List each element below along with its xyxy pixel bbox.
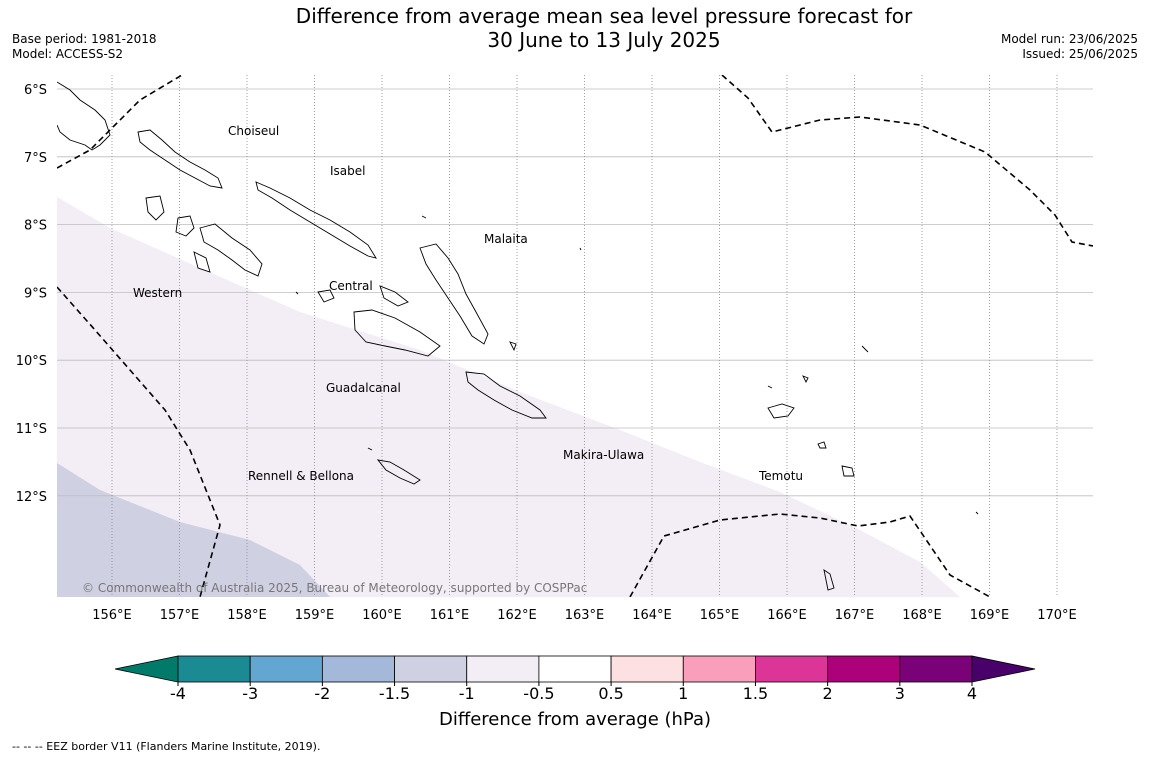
copyright-notice: © Commonwealth of Australia 2025, Bureau… [82,581,587,595]
lon-label: 164°E [632,608,672,623]
base-period: Base period: 1981-2018 [12,32,157,46]
lat-label: 10°S [16,354,47,369]
map-area: Choiseul Isabel Malaita Central Western … [57,75,1093,597]
lat-label: 8°S [24,219,47,234]
colorbar-segment [755,655,829,683]
lat-label: 11°S [16,422,47,437]
colorbar-tick-label: 1.5 [743,684,768,703]
colorbar-tick-label: 0.5 [598,684,623,703]
colorbar-tick-label: -0.5 [523,684,554,703]
colorbar-segment [321,655,395,683]
model-run: Model run: 23/06/2025 [1000,32,1138,46]
colorbar-segment [394,655,468,683]
label-western: Western [133,286,182,300]
lon-label: 165°E [700,608,740,623]
issued-date: Issued: 25/06/2025 [1022,47,1138,61]
bougainville-coast [57,81,111,151]
label-guadalcanal: Guadalcanal [326,381,401,395]
region-labels: Choiseul Isabel Malaita Central Western … [133,124,803,483]
eez-border-north-east [721,75,1093,247]
colorbar-tick-label: 1 [678,684,688,703]
lon-label: 168°E [902,608,942,623]
guadalcanal-island [353,309,441,357]
eez-border-north-west [57,75,183,169]
label-central: Central [329,279,373,293]
central-islands [317,285,409,307]
small-islets [295,215,979,515]
new-georgia-islands [145,195,263,277]
colorbar-over-arrow [971,655,1036,683]
lon-label: 156°E [92,608,132,623]
colorbar-segment [610,655,684,683]
eez-border-west [57,286,221,597]
colorbar-under-arrow [114,655,179,683]
rennell-island [376,459,421,485]
anomaly-band-light [57,197,960,597]
colorbar-tick-labels: -4 -3 -2 -1.5 -1 -0.5 0.5 1 1.5 2 3 4 [170,682,977,703]
colorbar-segment [682,655,756,683]
chart-title: Difference from average mean sea level p… [0,4,1150,52]
colorbar-segment [827,655,901,683]
colorbar-tick-label: 4 [967,684,977,703]
malaita-island [419,243,489,345]
colorbar-tick-label: -1 [459,684,475,703]
latitude-gridlines [57,88,1093,497]
lat-label: 9°S [24,286,47,301]
model-name: Model: ACCESS-S2 [12,47,124,61]
lat-label: 12°S [16,490,47,505]
label-malaita: Malaita [484,232,528,246]
longitude-labels: 156°E 157°E 158°E 159°E 160°E 161°E 162°E 163°E… [92,608,1077,623]
lat-label: 7°S [24,151,47,166]
label-isabel: Isabel [330,164,365,178]
colorbar-tick-label: -4 [170,684,186,703]
colorbar-segment [466,655,540,683]
lon-label: 166°E [767,608,807,623]
colorbar-tick-label: -3 [242,684,258,703]
label-makira-ulawa: Makira-Ulawa [563,448,644,462]
colorbar-tick-label: -1.5 [379,684,410,703]
lon-label: 158°E [227,608,267,623]
temotu-islands [767,403,855,591]
choiseul-island [137,129,223,189]
lon-label: 159°E [295,608,335,623]
colorbar-segment [177,655,251,683]
lon-label: 162°E [497,608,537,623]
lon-label: 167°E [835,608,875,623]
colorbar-tick-label: 2 [823,684,833,703]
isabel-island [255,181,377,259]
lon-label: 169°E [970,608,1010,623]
anomaly-band-medium [57,463,330,597]
colorbar [114,655,1036,683]
meta-right: Model run: 23/06/2025 Issued: 25/06/2025 [1001,32,1138,62]
longitude-gridlines [111,75,1058,597]
colorbar-segment [249,655,323,683]
title-line-1: Difference from average mean sea level p… [295,4,913,28]
lon-label: 163°E [565,608,605,623]
meta-left: Base period: 1981-2018 Model: ACCESS-S2 [12,32,157,62]
colorbar-segment [899,655,973,683]
colorbar-segment [538,655,612,683]
label-rennell-bellona: Rennell & Bellona [248,469,354,483]
lon-label: 170°E [1037,608,1077,623]
eez-borders [57,75,1093,597]
colorbar-tick-label: -2 [314,684,330,703]
lat-label: 6°S [24,83,47,98]
colorbar-tick-label: 3 [895,684,905,703]
coastlines [57,81,979,591]
eez-footnote: -- -- -- EEZ border V11 (Flanders Marine… [12,740,321,753]
label-choiseul: Choiseul [228,124,279,138]
title-line-2: 30 June to 13 July 2025 [487,28,721,52]
makira-island [465,371,547,419]
label-temotu: Temotu [758,469,803,483]
lon-label: 157°E [160,608,200,623]
lon-label: 160°E [362,608,402,623]
latitude-labels: 6°S 7°S 8°S 9°S 10°S 11°S 12°S [16,83,47,505]
lon-label: 161°E [430,608,470,623]
colorbar-title: Difference from average (hPa) [438,709,712,730]
